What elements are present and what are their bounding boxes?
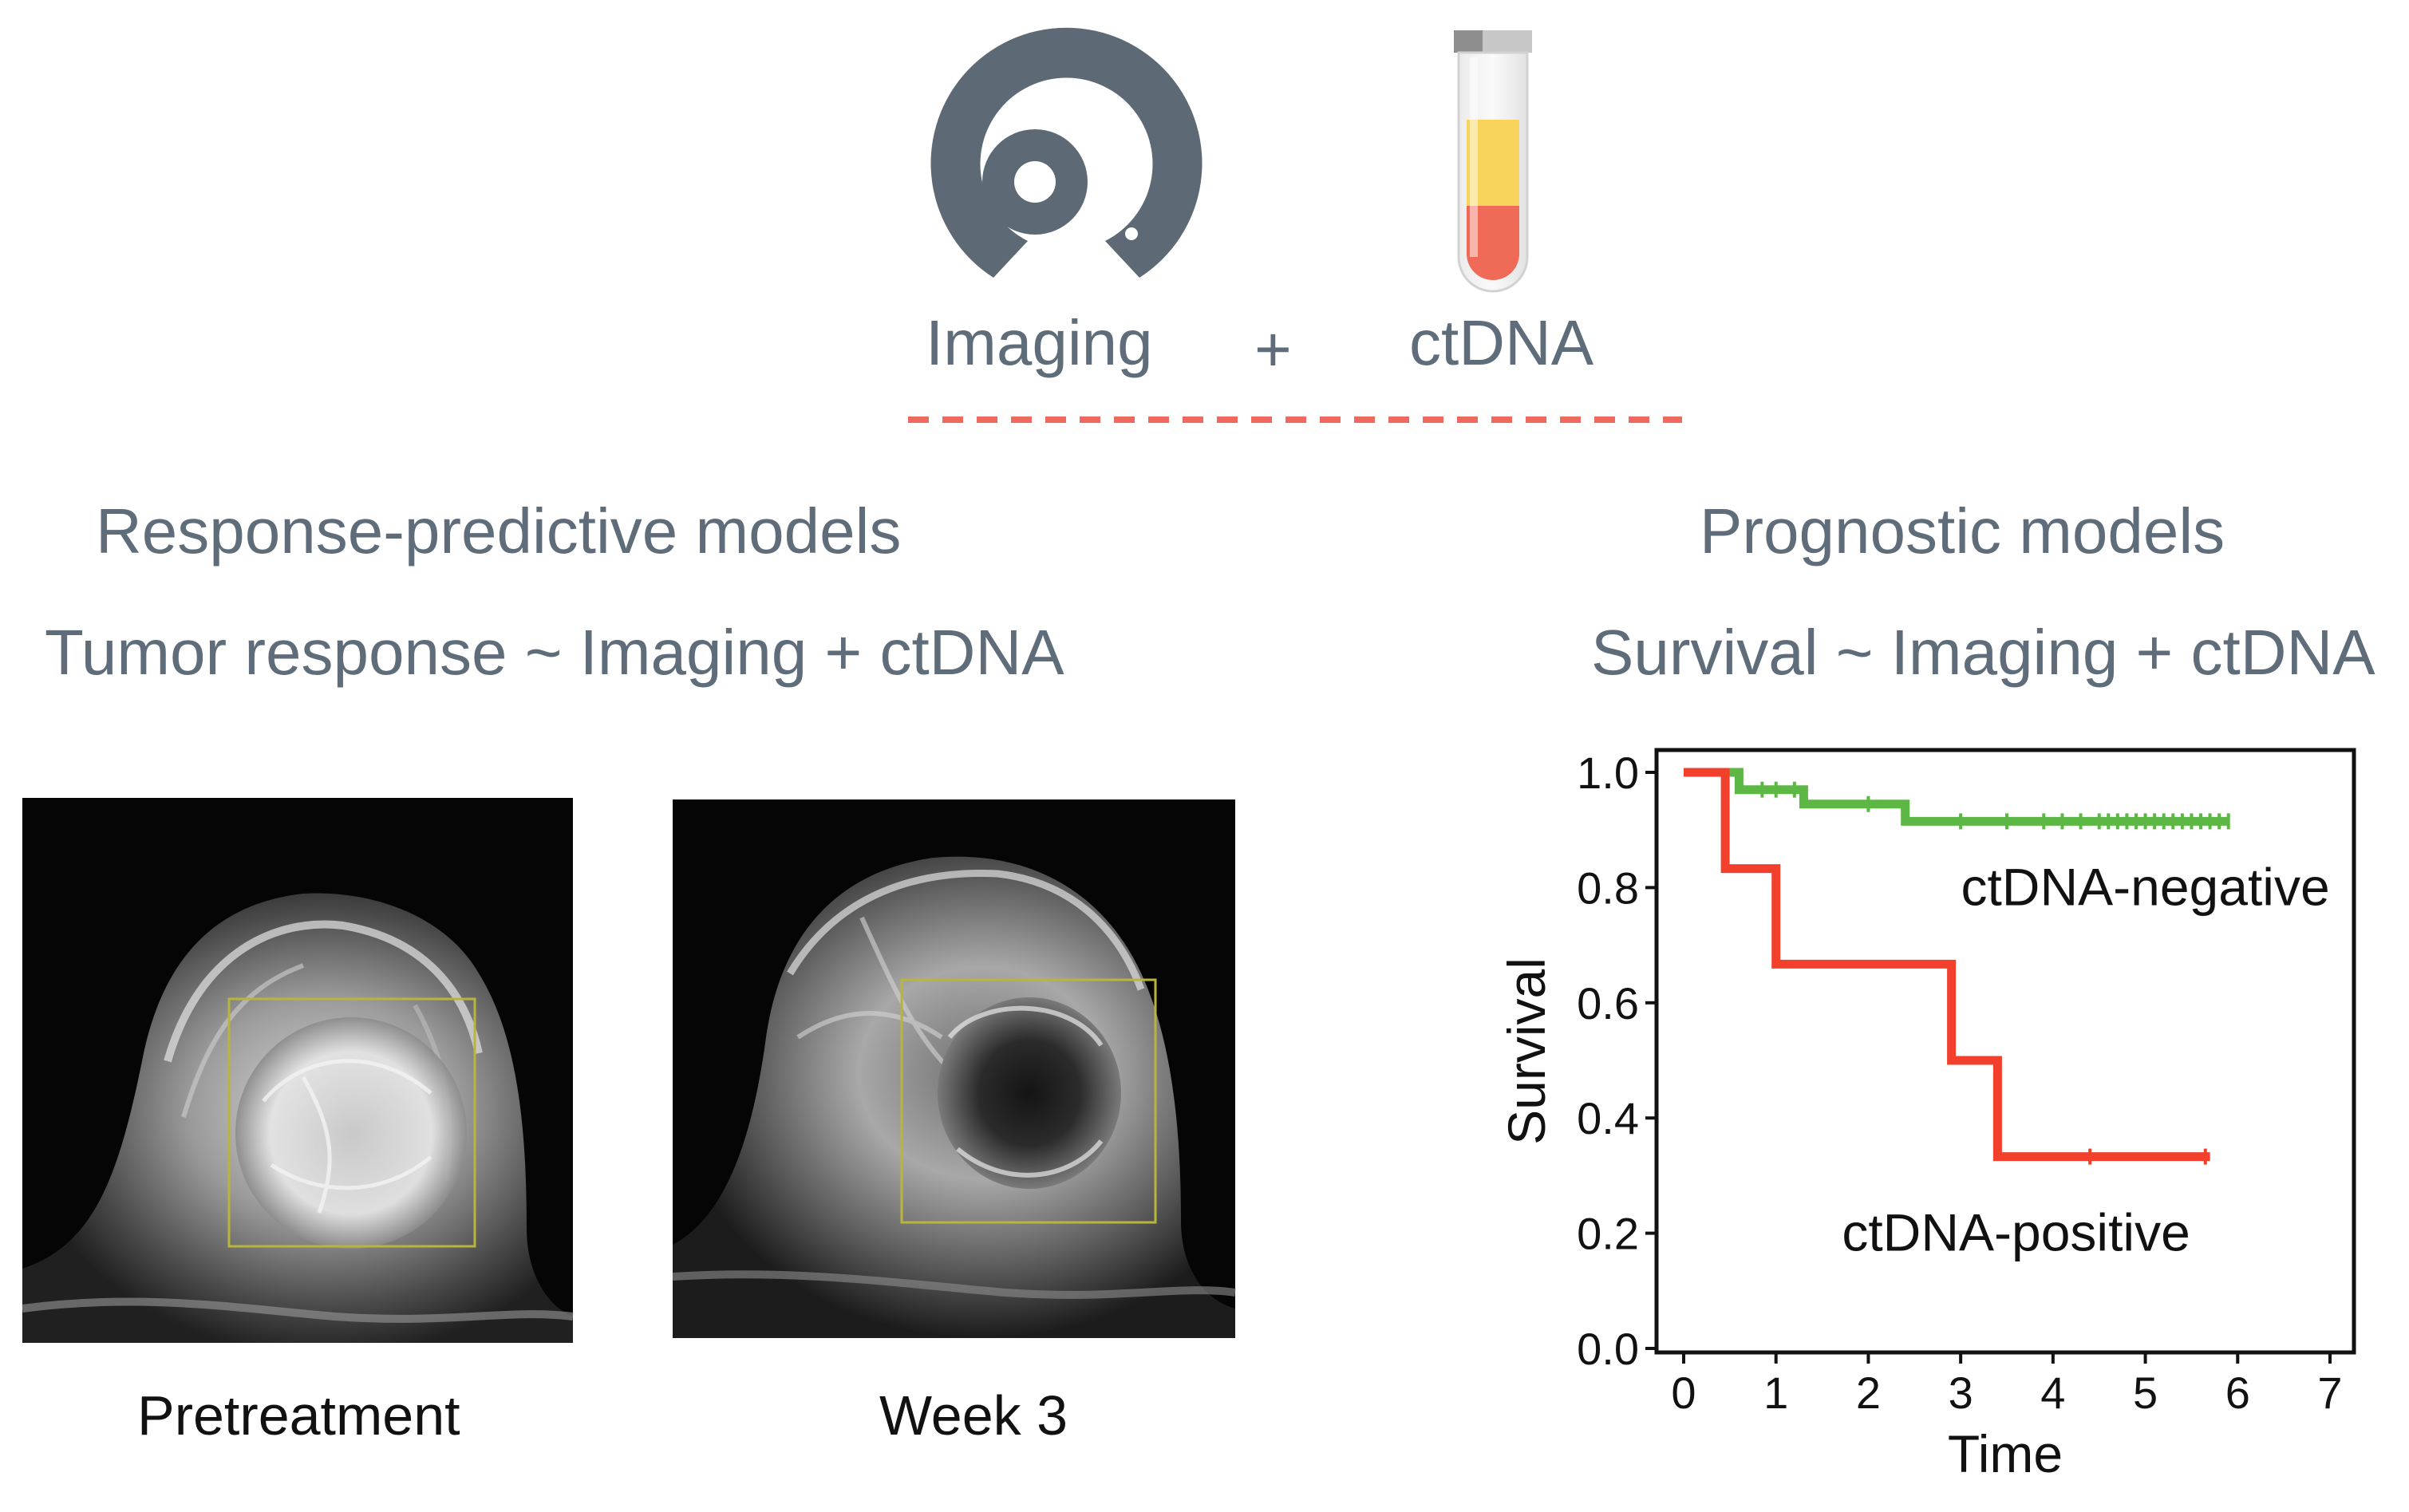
imaging-label: Imaging: [926, 307, 1153, 378]
y-tick-label: 0.6: [1577, 978, 1639, 1028]
prognostic-models-title: Prognostic models: [1700, 495, 2225, 567]
blood-tube-icon: [1454, 30, 1532, 293]
y-tick-label: 0.8: [1577, 863, 1639, 913]
legend-label-positive: ctDNA-positive: [1842, 1203, 2190, 1262]
survival-curve-negative: [1684, 768, 2229, 826]
y-tick-label: 1.0: [1577, 748, 1639, 798]
legend-label-negative: ctDNA-negative: [1961, 857, 2329, 916]
x-tick-label: 0: [1671, 1368, 1696, 1418]
plot-frame: [1654, 748, 2356, 1355]
x-tick-label: 1: [1763, 1368, 1788, 1418]
plus-sign: +: [1254, 314, 1292, 385]
response-formula: Tumor response ~ Imaging + ctDNA: [45, 617, 1064, 688]
mri-image-week3: [672, 799, 1236, 1338]
response-models-title: Response-predictive models: [96, 495, 902, 567]
x-tick-label: 3: [1949, 1368, 1973, 1418]
caption-week3: Week 3: [879, 1384, 1068, 1447]
mri-image-pretreatment: [22, 798, 574, 1343]
x-tick-label: 7: [2317, 1368, 2342, 1418]
scanner-icon: [930, 27, 1203, 278]
y-tick-label: 0.0: [1577, 1324, 1639, 1374]
ctdna-label: ctDNA: [1409, 307, 1594, 378]
survival-formula: Survival ~ Imaging + ctDNA: [1591, 617, 2375, 688]
y-tick-label: 0.4: [1577, 1093, 1639, 1143]
survival-curve-positive: [1684, 768, 2210, 1162]
y-axis-label: Survival: [1497, 957, 1556, 1145]
y-tick-label: 0.2: [1577, 1209, 1639, 1259]
x-axis-label: Time: [1948, 1424, 2063, 1483]
x-tick-label: 2: [1856, 1368, 1881, 1418]
km-survival-chart: 0.0 0.2 0.4 0.6 0.8 1.0 0 1 2 3 4 5 6 7 Time Survival c…: [1497, 748, 2356, 1483]
caption-pretreatment: Pretreatment: [137, 1384, 460, 1447]
x-tick-label: 6: [2225, 1368, 2250, 1418]
x-tick-label: 5: [2133, 1368, 2158, 1418]
x-tick-label: 4: [2040, 1368, 2065, 1418]
